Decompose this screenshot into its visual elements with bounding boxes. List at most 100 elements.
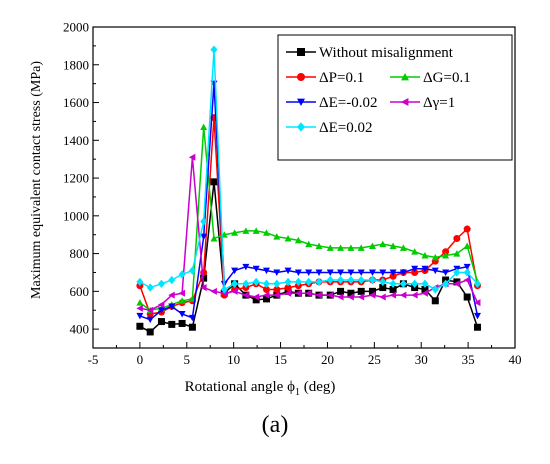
data-point xyxy=(337,244,345,251)
data-point xyxy=(389,279,397,288)
legend-label: Δγ=1 xyxy=(423,95,455,111)
series-5 xyxy=(136,45,481,294)
legend-entry-3: ΔE=-0.02 xyxy=(286,95,378,111)
data-point xyxy=(368,242,376,250)
data-point xyxy=(273,285,281,293)
data-point xyxy=(326,244,334,251)
data-point xyxy=(273,233,281,240)
data-point xyxy=(442,269,450,276)
data-point xyxy=(379,240,387,248)
legend-entry-0: Without misalignment xyxy=(286,45,454,61)
data-point xyxy=(242,291,249,299)
data-point xyxy=(421,289,428,297)
data-point xyxy=(136,277,144,287)
y-tick-label: 1000 xyxy=(63,208,89,223)
data-point xyxy=(168,291,175,299)
data-point xyxy=(157,301,165,309)
data-point xyxy=(357,287,365,295)
y-tick-label: 1200 xyxy=(63,171,89,186)
data-point xyxy=(326,269,334,276)
legend-label: ΔE=0.02 xyxy=(319,120,373,136)
y-tick-label: 1400 xyxy=(63,133,89,148)
data-point xyxy=(389,285,397,293)
legend-entry-5: ΔE=0.02 xyxy=(286,120,373,136)
data-point xyxy=(136,299,144,306)
data-point xyxy=(379,277,387,287)
data-point xyxy=(337,287,345,295)
data-point xyxy=(262,229,270,236)
data-point xyxy=(242,227,250,234)
legend-marker xyxy=(297,48,305,56)
data-point xyxy=(453,250,461,257)
y-axis-label: Maximum equivalent contact stress (MPa) xyxy=(29,61,44,299)
data-point xyxy=(146,306,154,314)
data-point xyxy=(168,303,176,310)
data-point xyxy=(284,267,292,275)
data-point xyxy=(399,269,407,276)
data-point xyxy=(178,270,186,279)
y-tick-label: 2000 xyxy=(63,20,89,35)
data-point xyxy=(305,277,313,287)
x-axis-label-unit: (deg) xyxy=(300,379,335,395)
data-point xyxy=(231,267,239,275)
data-point xyxy=(136,304,143,312)
data-point xyxy=(146,283,154,292)
data-point xyxy=(242,279,250,288)
data-point xyxy=(200,268,208,276)
data-point xyxy=(315,291,322,299)
data-point xyxy=(252,296,260,304)
y-tick-label: 800 xyxy=(70,246,90,261)
data-point xyxy=(442,251,450,259)
data-point xyxy=(284,289,292,297)
data-point xyxy=(210,45,218,54)
x-tick-label: 30 xyxy=(415,352,428,367)
data-point xyxy=(399,244,407,251)
data-point xyxy=(231,229,239,236)
data-point xyxy=(146,316,154,324)
legend-label: ΔG=0.1 xyxy=(423,70,471,86)
data-point xyxy=(284,277,292,287)
data-point xyxy=(473,323,481,331)
data-point xyxy=(368,287,376,295)
data-point xyxy=(411,248,419,255)
line-chart: -5 0 5 10 15 20 25 30 35 40 400 600 800 1000 1200 1400 1… xyxy=(29,20,522,399)
data-point xyxy=(399,279,407,288)
legend-marker xyxy=(297,98,305,106)
data-point xyxy=(252,293,260,301)
data-point xyxy=(453,234,461,242)
data-point xyxy=(347,275,355,285)
x-tick-label: 20 xyxy=(321,352,334,367)
data-point xyxy=(168,320,176,328)
data-point xyxy=(389,291,397,299)
data-point xyxy=(347,293,354,301)
data-point xyxy=(188,266,196,275)
data-point xyxy=(178,311,186,318)
data-point xyxy=(284,284,292,292)
data-point xyxy=(337,293,344,301)
data-point xyxy=(411,268,419,276)
data-point xyxy=(242,263,250,271)
legend-marker xyxy=(297,122,305,132)
data-point xyxy=(379,293,386,301)
y-tick-label: 1600 xyxy=(63,95,89,110)
data-point xyxy=(178,297,186,304)
data-point xyxy=(231,279,239,288)
data-point xyxy=(136,322,144,330)
x-tick-label: 25 xyxy=(368,352,381,367)
data-point xyxy=(262,285,270,293)
data-point xyxy=(262,267,270,275)
data-point xyxy=(368,275,376,285)
data-point xyxy=(431,285,439,294)
legend-entry-4: Δγ=1 xyxy=(390,95,455,111)
x-axis-label: Rotational angle ϕ1 (deg) xyxy=(185,379,336,398)
data-point xyxy=(326,275,334,285)
data-point xyxy=(305,240,313,248)
data-point xyxy=(368,291,376,299)
series-layer xyxy=(136,45,481,336)
data-point xyxy=(389,269,397,276)
data-point xyxy=(188,153,196,161)
data-point xyxy=(200,123,208,131)
series-4 xyxy=(136,153,481,314)
data-point xyxy=(357,293,365,301)
data-point xyxy=(157,279,165,288)
